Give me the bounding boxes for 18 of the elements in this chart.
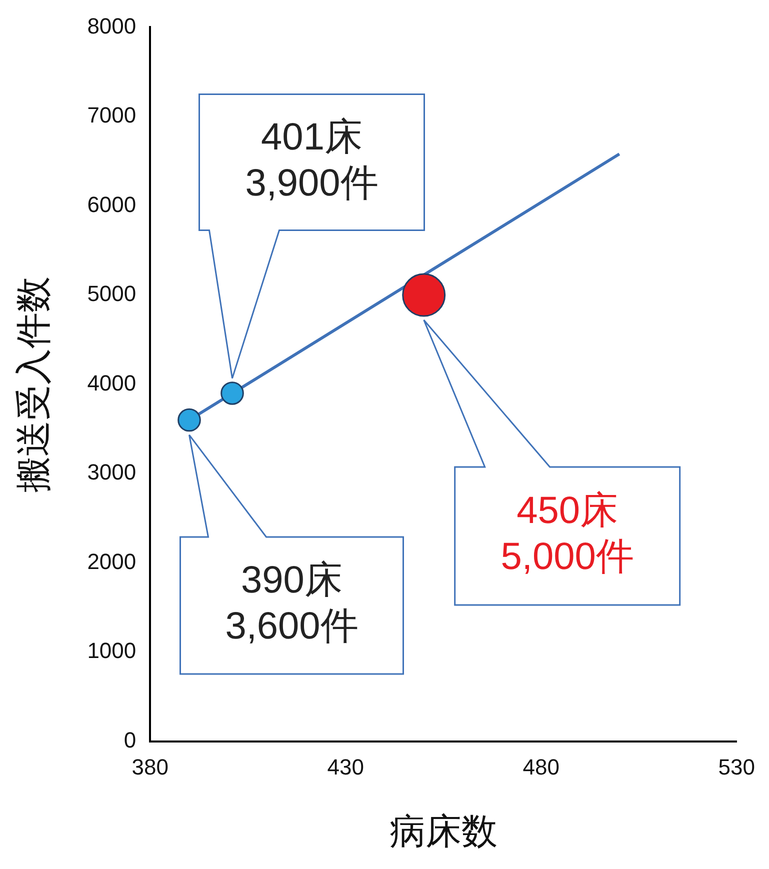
- y-tick-label: 7000: [87, 102, 136, 128]
- annotation: 390床 3,600件: [225, 560, 358, 648]
- y-tick-label: 5000: [87, 281, 136, 306]
- annotation: 401床 3,900件: [245, 116, 378, 204]
- x-tick-label: 430: [327, 754, 364, 780]
- y-tick-label: 1000: [87, 638, 136, 664]
- x-tick-label: 530: [718, 754, 756, 780]
- y-tick-label: 8000: [87, 13, 136, 38]
- annotation: 450床 5,000件: [500, 490, 634, 578]
- x-axis-title: 病床数: [389, 810, 498, 852]
- y-tick-label: 4000: [87, 370, 136, 396]
- y-tick-label: 6000: [87, 192, 136, 217]
- y-tick-label: 3000: [87, 460, 136, 485]
- y-axis-title: 搬送受入件数: [12, 276, 54, 492]
- y-tick-label: 0: [124, 727, 136, 752]
- x-tick-label: 480: [522, 754, 560, 780]
- x-tick-label: 380: [132, 754, 168, 780]
- y-tick-label: 2000: [87, 548, 136, 574]
